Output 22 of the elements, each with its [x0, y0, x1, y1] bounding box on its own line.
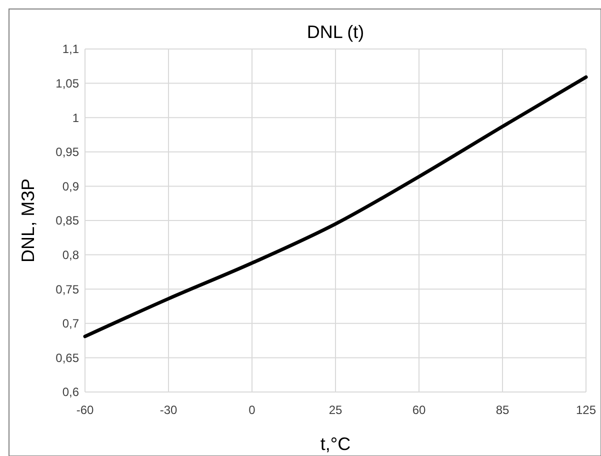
- y-tick-label: 0,8: [62, 248, 80, 262]
- y-tick-label: 0,7: [62, 316, 80, 331]
- x-tick-label: 0: [248, 403, 256, 417]
- y-tick-label: 0,6: [62, 385, 80, 400]
- y-tick-label: 0,65: [56, 350, 80, 365]
- y-tick-label: 1,05: [56, 76, 80, 90]
- x-tick-label: -30: [160, 403, 178, 417]
- y-tick-label: 1: [72, 110, 80, 125]
- x-tick-label: 85: [496, 403, 510, 417]
- y-tick-label: 0,85: [56, 214, 80, 228]
- x-tick-label: 60: [412, 403, 426, 417]
- y-axis-title: DNL, МЗР: [18, 178, 38, 262]
- x-tick-label: 25: [328, 403, 342, 417]
- line-series: [83, 75, 588, 338]
- y-tick-label: 0,95: [56, 145, 80, 160]
- y-tick-label: 1,1: [62, 42, 80, 56]
- y-tick-label: 0,9: [62, 179, 80, 194]
- x-tick-label: 125: [576, 403, 596, 417]
- x-tick-label: -60: [76, 403, 94, 417]
- chart-title: DNL (t): [306, 22, 364, 42]
- y-tick-label: 0,75: [56, 282, 80, 296]
- x-axis-title: t,°C: [320, 434, 351, 454]
